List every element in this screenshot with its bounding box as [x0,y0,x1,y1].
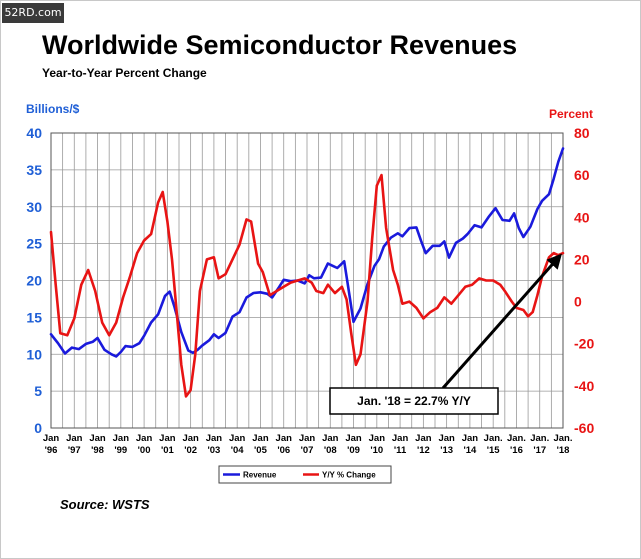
left-tick-label: 10 [26,346,42,362]
x-tick-label: Jan [415,433,432,444]
x-tick-label: Jan [462,433,479,444]
right-axis-label: Percent [549,107,593,121]
x-tick-label: '15 [487,445,501,456]
x-tick-label: Jan. [530,433,549,444]
right-tick-label: -40 [574,378,594,394]
left-tick-label: 15 [26,309,42,325]
x-tick-label: '08 [324,445,337,456]
left-tick-label: 25 [26,236,42,252]
x-tick-label: '04 [231,445,245,456]
right-tick-label: 80 [574,125,590,141]
x-tick-label: Jan [369,433,386,444]
x-tick-label: Jan [206,433,223,444]
x-axis-ticks: Jan'96Jan'97Jan'98Jan'99Jan'00Jan'01Jan'… [43,433,573,456]
yoy-change-line [49,173,565,398]
left-tick-label: 20 [26,273,42,289]
left-tick-label: 40 [26,125,42,141]
x-tick-label: '06 [277,445,290,456]
x-tick-label: '00 [138,445,151,456]
right-axis-ticks: -60 -40 -20 0 20 40 60 80 [574,125,594,436]
x-tick-label: '18 [557,445,570,456]
x-tick-label: Jan [182,433,199,444]
x-tick-label: Jan [252,433,269,444]
x-tick-label: '03 [207,445,220,456]
x-tick-label: '13 [440,445,453,456]
revenue-line [49,147,565,358]
x-tick-label: Jan. [507,433,526,444]
source-note: Source: WSTS [60,497,150,512]
x-tick-label: Jan [276,433,293,444]
right-tick-label: 40 [574,209,590,225]
x-tick-label: Jan [113,433,130,444]
x-tick-label: '11 [394,445,407,456]
left-tick-label: 35 [26,162,42,178]
x-tick-label: '99 [114,445,127,456]
x-tick-label: '96 [45,445,58,456]
x-tick-label: Jan. [484,433,503,444]
left-axis-ticks: 0 5 10 15 20 25 30 35 40 [26,125,42,436]
x-tick-label: Jan [299,433,316,444]
x-tick-label: Jan [159,433,176,444]
x-tick-label: '12 [417,445,430,456]
x-tick-label: Jan [392,433,409,444]
annotation-text: Jan. '18 = 22.7% Y/Y [357,394,471,408]
x-tick-label: '10 [370,445,383,456]
x-tick-label: Jan. [553,433,572,444]
legend-revenue-label: Revenue [243,471,277,480]
left-tick-label: 30 [26,199,42,215]
legend-yoy-label: Y/Y % Change [322,471,376,480]
x-tick-label: '16 [510,445,523,456]
annotation: Jan. '18 = 22.7% Y/Y [329,253,562,415]
x-tick-label: '02 [184,445,197,456]
right-tick-label: 60 [574,167,590,183]
plot-border [50,132,564,429]
chart-subtitle: Year-to-Year Percent Change [42,66,207,80]
x-tick-label: Jan [43,433,60,444]
x-tick-label: '97 [68,445,81,456]
x-tick-label: Jan [322,433,339,444]
right-tick-label: 20 [574,251,590,267]
x-tick-label: Jan [438,433,455,444]
x-tick-label: '07 [301,445,314,456]
left-axis-label: Billions/$ [26,102,80,116]
x-tick-label: Jan [229,433,246,444]
annotation-box [329,387,499,415]
right-tick-label: 0 [574,294,582,310]
chart-legend: Revenue Y/Y % Change [218,465,392,484]
annotation-arrow [441,253,562,389]
watermark-badge: 52RD.com [2,3,64,23]
x-tick-label: '14 [463,445,477,456]
x-tick-label: '09 [347,445,360,456]
chart-series [49,147,565,398]
right-tick-label: -60 [574,420,594,436]
left-tick-label: 5 [34,383,42,399]
x-tick-label: Jan [345,433,362,444]
x-tick-label: '17 [533,445,546,456]
x-tick-label: Jan [136,433,153,444]
x-tick-label: Jan [66,433,83,444]
x-tick-label: '01 [161,445,175,456]
x-tick-label: Jan [89,433,106,444]
left-tick-label: 0 [34,420,42,436]
chart-title: Worldwide Semiconductor Revenues [42,30,518,60]
x-tick-label: '05 [254,445,268,456]
x-tick-label: '98 [91,445,104,456]
right-tick-label: -20 [574,336,594,352]
